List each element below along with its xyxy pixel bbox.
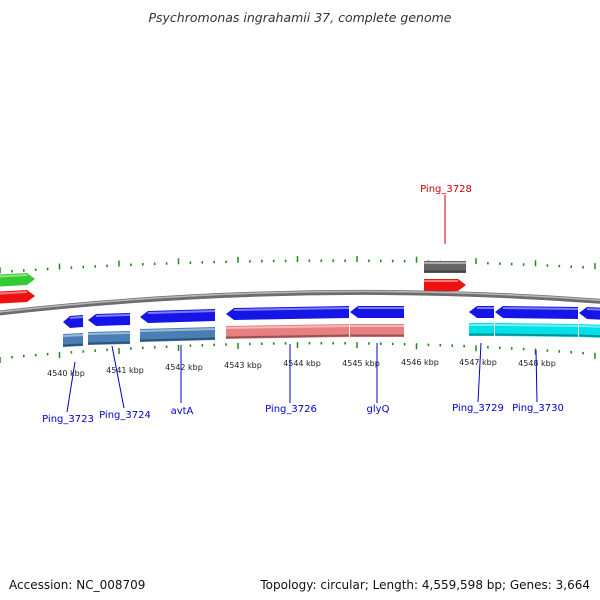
Ping_3730-cds[interactable] <box>495 306 578 319</box>
gene-label-ping-3723[interactable]: Ping_3723 <box>42 414 94 425</box>
Ping_3728-cds[interactable] <box>424 279 466 291</box>
feature-highlight <box>494 324 579 327</box>
leader-line <box>535 349 538 403</box>
genome-summary-text: Topology: circular; Length: 4,559,598 bp… <box>260 578 590 592</box>
Ping_3724-gene[interactable] <box>88 331 130 345</box>
leader-line <box>111 345 125 409</box>
Ping_3729-cds[interactable] <box>469 306 494 318</box>
avtA-cds[interactable] <box>140 309 215 323</box>
feature-highlight <box>0 291 28 295</box>
tick-label: 4543 kbp <box>224 361 262 370</box>
feature-highlight <box>502 307 579 310</box>
Ping_3724-cds[interactable] <box>88 313 130 326</box>
tick-label: 4542 kbp <box>165 363 203 372</box>
tick-label: 4541 kbp <box>106 366 144 375</box>
upper-tick-marks <box>0 255 596 274</box>
Ping_3730-gene[interactable] <box>495 323 578 337</box>
gene-label-ping-3729[interactable]: Ping_3729 <box>452 403 504 414</box>
feature-highlight <box>0 274 28 278</box>
gene-labels: Ping_3723 Ping_3724 avtA Ping_3726 glyQ … <box>42 184 564 425</box>
gene-label-ping-3730[interactable]: Ping_3730 <box>512 403 564 414</box>
tick-label: 4548 kbp <box>518 359 556 368</box>
feature-highlight <box>95 314 131 317</box>
green-feature[interactable] <box>0 273 35 287</box>
glyQ-gene[interactable] <box>350 324 404 337</box>
gene-label-glyq[interactable]: glyQ <box>367 404 390 415</box>
feature-highlight <box>69 316 84 319</box>
feature-highlight <box>147 310 216 314</box>
gene-label-avta[interactable]: avtA <box>171 406 194 417</box>
feature-highlight <box>578 325 600 328</box>
leader-line <box>66 361 76 413</box>
feature-highlight <box>87 332 131 335</box>
feature-track <box>0 261 600 347</box>
tick-label: 4540 kbp <box>47 369 85 378</box>
tick-label: 4547 kbp <box>459 358 497 367</box>
feature-shadow <box>62 343 84 347</box>
feature-highlight <box>139 328 216 332</box>
genome-backbone-highlight <box>0 290 600 313</box>
feature-highlight <box>62 334 84 337</box>
feature-highlight <box>586 308 600 311</box>
gene-label-ping-3724[interactable]: Ping_3724 <box>99 410 151 421</box>
tick-label: 4545 kbp <box>342 359 380 368</box>
genome-backbone <box>0 289 600 316</box>
feature-shadow <box>225 334 350 339</box>
feature-shadow <box>494 333 579 337</box>
Ping_3723-gene[interactable] <box>63 333 83 347</box>
next-gene[interactable] <box>579 324 600 338</box>
next-cds[interactable] <box>579 307 600 320</box>
feature-shadow <box>578 334 600 338</box>
feature-highlight <box>233 307 350 311</box>
Ping_3728-gene[interactable] <box>424 261 466 273</box>
red-feature[interactable] <box>0 290 35 304</box>
gene-label-ping-3726[interactable]: Ping_3726 <box>265 404 317 415</box>
lower-tick-marks <box>0 341 596 364</box>
Ping_3726-cds[interactable] <box>226 306 349 320</box>
tick-labels: 4540 kbp 4541 kbp 4542 kbp 4543 kbp 4544… <box>47 358 556 378</box>
leader-line <box>477 342 482 403</box>
Ping_3726-gene[interactable] <box>226 324 349 339</box>
feature-highlight <box>225 325 350 329</box>
tick-label: 4546 kbp <box>401 358 439 367</box>
map-title: Psychromonas ingrahamii 37, complete gen… <box>148 10 451 25</box>
feature-shadow <box>87 341 131 345</box>
feature-shadow <box>139 337 216 342</box>
Ping_3729-gene[interactable] <box>469 323 494 336</box>
tick-label: 4544 kbp <box>283 359 321 368</box>
gene-label-ping-3728[interactable]: Ping_3728 <box>420 184 472 195</box>
label-leader-lines <box>66 195 538 413</box>
avtA-gene[interactable] <box>140 327 215 342</box>
Ping_3723-cds[interactable] <box>63 315 83 328</box>
glyQ-cds[interactable] <box>350 306 404 318</box>
accession-text: Accession: NC_008709 <box>9 578 146 592</box>
